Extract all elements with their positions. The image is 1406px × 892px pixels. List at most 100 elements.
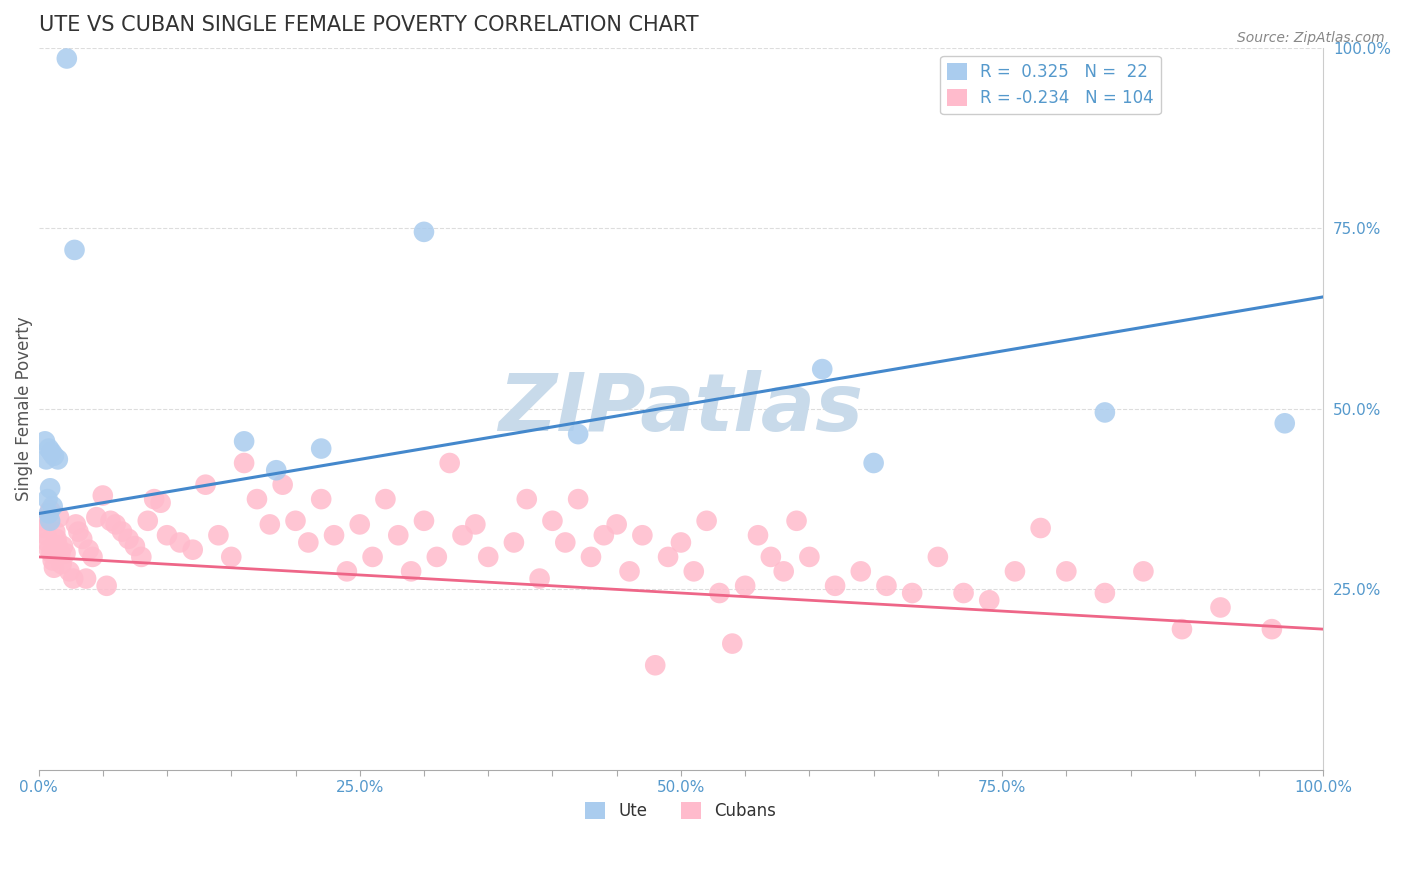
Point: [194, 477, 217, 491]
Point: [811, 362, 834, 376]
Point: [136, 514, 159, 528]
Point: [35, 452, 58, 467]
Point: [772, 565, 794, 579]
Point: [759, 549, 782, 564]
Point: [297, 535, 319, 549]
Point: [38, 542, 60, 557]
Point: [46, 452, 69, 467]
Point: [901, 586, 924, 600]
Point: [426, 549, 449, 564]
Point: [309, 492, 332, 507]
Y-axis label: Single Female Poverty: Single Female Poverty: [15, 317, 32, 501]
Point: [41, 500, 63, 514]
Point: [42, 449, 65, 463]
Point: [124, 539, 146, 553]
Point: [503, 535, 526, 549]
Point: [619, 565, 641, 579]
Point: [51, 557, 73, 571]
Point: [104, 517, 127, 532]
Point: [529, 572, 551, 586]
Point: [541, 514, 564, 528]
Point: [349, 517, 371, 532]
Point: [669, 535, 692, 549]
Point: [91, 489, 114, 503]
Point: [46, 539, 69, 553]
Point: [451, 528, 474, 542]
Point: [56, 52, 79, 66]
Point: [49, 546, 72, 560]
Point: [413, 514, 436, 528]
Point: [979, 593, 1001, 607]
Point: [149, 496, 172, 510]
Point: [1054, 565, 1077, 579]
Point: [516, 492, 538, 507]
Point: [181, 542, 204, 557]
Point: [38, 507, 60, 521]
Point: [34, 521, 56, 535]
Point: [86, 510, 108, 524]
Point: [1209, 600, 1232, 615]
Point: [45, 532, 67, 546]
Point: [284, 514, 307, 528]
Point: [131, 549, 153, 564]
Point: [233, 434, 256, 449]
Point: [246, 492, 269, 507]
Point: [1094, 586, 1116, 600]
Point: [111, 524, 134, 539]
Point: [849, 565, 872, 579]
Point: [233, 456, 256, 470]
Point: [48, 510, 70, 524]
Point: [1004, 565, 1026, 579]
Point: [62, 572, 84, 586]
Point: [592, 528, 614, 542]
Point: [34, 434, 56, 449]
Point: [143, 492, 166, 507]
Point: [374, 492, 396, 507]
Point: [824, 579, 846, 593]
Point: [631, 528, 654, 542]
Point: [477, 549, 499, 564]
Point: [44, 524, 66, 539]
Point: [42, 560, 65, 574]
Point: [579, 549, 602, 564]
Text: Source: ZipAtlas.com: Source: ZipAtlas.com: [1237, 31, 1385, 45]
Point: [464, 517, 486, 532]
Point: [439, 456, 461, 470]
Point: [336, 565, 359, 579]
Point: [682, 565, 704, 579]
Point: [259, 517, 281, 532]
Point: [696, 514, 718, 528]
Point: [82, 549, 104, 564]
Point: [96, 579, 118, 593]
Point: [875, 579, 897, 593]
Point: [554, 535, 576, 549]
Point: [75, 572, 97, 586]
Point: [862, 456, 884, 470]
Point: [413, 225, 436, 239]
Point: [100, 514, 122, 528]
Point: [63, 243, 86, 257]
Point: [799, 549, 821, 564]
Point: [264, 463, 287, 477]
Point: [38, 442, 60, 456]
Point: [927, 549, 949, 564]
Point: [1274, 417, 1296, 431]
Point: [309, 442, 332, 456]
Point: [399, 565, 422, 579]
Point: [734, 579, 756, 593]
Point: [117, 532, 139, 546]
Point: [39, 514, 62, 528]
Point: [41, 445, 63, 459]
Point: [39, 503, 62, 517]
Point: [387, 528, 409, 542]
Point: [207, 528, 229, 542]
Point: [709, 586, 731, 600]
Point: [644, 658, 666, 673]
Point: [35, 528, 58, 542]
Point: [361, 549, 384, 564]
Point: [41, 546, 63, 560]
Text: ZIPatlas: ZIPatlas: [498, 370, 863, 448]
Point: [786, 514, 808, 528]
Point: [567, 492, 589, 507]
Point: [1171, 622, 1194, 636]
